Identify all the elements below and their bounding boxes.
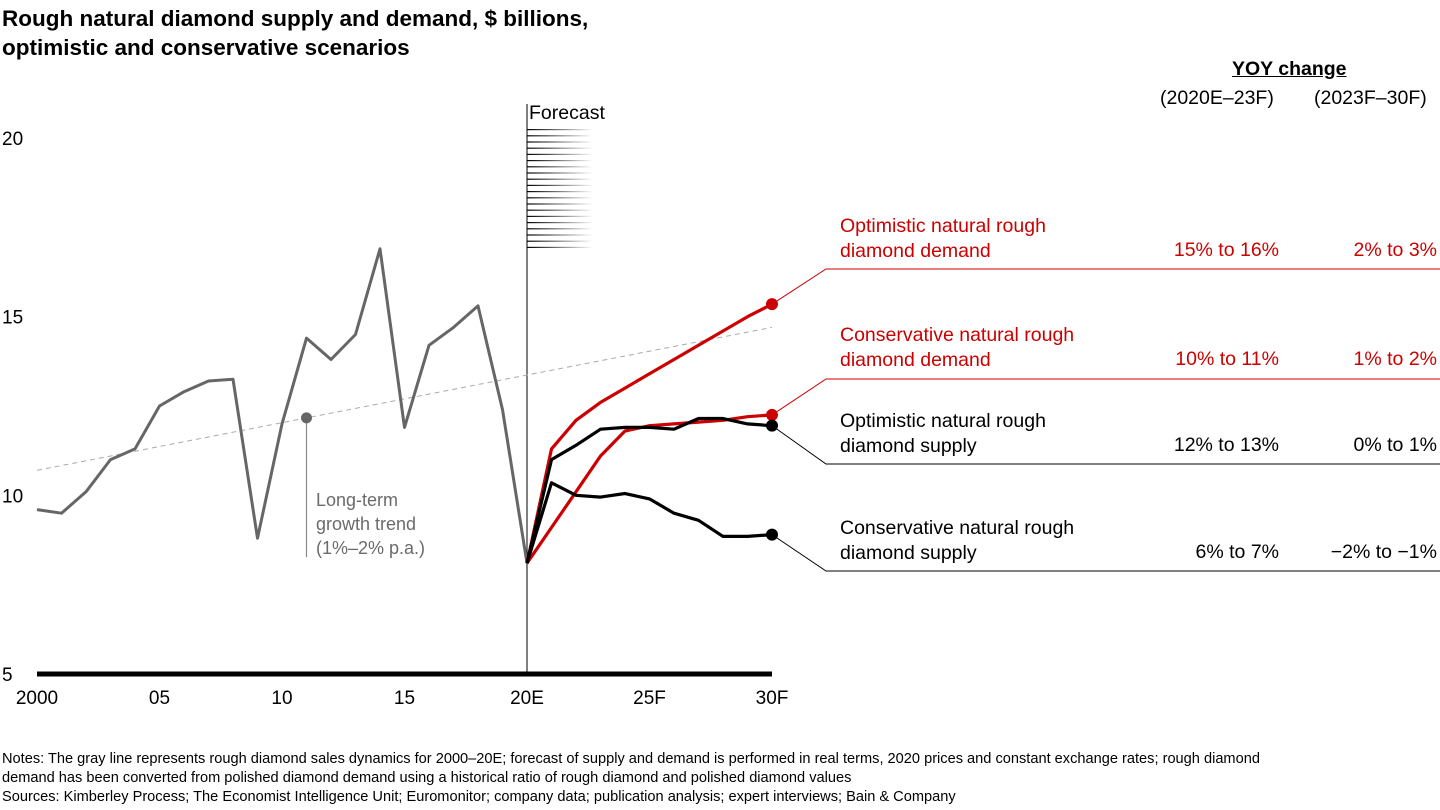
x-tick-label: 05 [149,688,170,709]
forecast-hatch-line [527,209,593,211]
y-tick-label: 10 [2,486,23,507]
legend-value-2020-23: 15% to 16% [1173,239,1279,261]
legend-value-2023-30: 0% to 1% [1353,434,1437,456]
notes-line1: Notes: The gray line represents rough di… [2,751,1260,767]
forecast-hatch-line [527,135,593,137]
legend-value-2020-23: 12% to 13% [1173,434,1279,456]
forecast-hatch-line [527,203,593,205]
conservative-supply-connector [771,534,1440,572]
forecast-hatch-line [527,184,593,186]
legend-label-line2: diamond supply [840,435,977,457]
optimistic-supply-connector [771,425,1440,465]
optimistic-supply-line [525,416,773,564]
yoy-col2-header: (2023F–30F) [1314,87,1427,109]
x-tick-label: 15 [394,688,415,709]
forecast-hatch-line [527,234,593,236]
yoy-header: YOY change [1232,58,1347,80]
legend-label: Optimistic natural rough diamond supply [840,409,1046,459]
legend-label-line1: Optimistic natural rough [840,215,1046,237]
forecast-hatch-line [527,172,593,174]
forecast-hatch-line [527,228,593,230]
legend-label: Conservative natural rough diamond suppl… [840,516,1074,566]
legend-value-2023-30: 1% to 2% [1353,348,1437,370]
sources-line: Sources: Kimberley Process; The Economis… [2,789,956,805]
notes: Notes: The gray line represents rough di… [2,750,1438,807]
optimistic-demand-line [525,302,773,564]
x-tick-label: 30F [756,688,789,709]
legend-value-2020-23: 10% to 11% [1175,348,1279,370]
optimistic-demand-connector [771,268,1440,305]
x-tick-label: 20E [510,688,544,709]
legend-connectors [771,268,1440,572]
axes: 5 10 15 20 2000 05 10 15 20E 25F 30F [2,104,788,709]
forecast-hatch-line [527,129,593,131]
x-tick-label: 25F [633,688,666,709]
legend-label-line2: diamond demand [840,349,991,371]
conservative-supply-line [525,481,773,564]
legend-label-line1: Conservative natural rough [840,517,1075,539]
legend-label: Conservative natural rough diamond deman… [840,323,1074,373]
trend-marker [301,412,312,424]
legend-label-line1: Conservative natural rough [840,324,1075,346]
yoy-col1-header: (2020E–23F) [1160,87,1274,109]
forecast-hatch [527,129,593,248]
y-tick-label: 5 [2,665,13,686]
forecast-hatch-line [527,153,593,155]
forecast-hatch-line [527,222,593,224]
forecast-hatch-line [527,246,593,248]
x-tick-label: 10 [271,688,292,709]
legend-label-line1: Optimistic natural rough [840,410,1046,432]
chart-title: Rough natural diamond supply and demand,… [2,4,588,62]
chart-title-line2: optimistic and conservative scenarios [2,35,410,60]
legend-label-line2: diamond supply [840,542,977,564]
legend-label: Optimistic natural rough diamond demand [840,214,1046,264]
legend-value-2023-30: 2% to 3% [1353,239,1437,261]
chart-title-line1: Rough natural diamond supply and demand,… [2,6,589,31]
forecast-hatch-line [527,240,593,242]
historical-line [36,247,529,564]
legend-value-2020-23: 6% to 7% [1195,541,1279,563]
series-group [36,247,778,565]
legend-label-line2: diamond demand [840,240,991,262]
legend-value-2023-30: −2% to −1% [1330,541,1437,563]
trendline [36,326,773,471]
forecast-hatch-line [527,191,593,193]
trend-annotation-line1: Long-term [316,490,399,510]
y-tick-label: 20 [2,129,23,150]
trendline-group [36,326,773,557]
trend-annotation-line2: growth trend [316,514,417,534]
trend-annotation-line3: (1%–2% p.a.) [316,538,426,558]
x-tick-label: 2000 [16,688,58,709]
forecast-hatch-line [527,166,593,168]
forecast-hatch-line [527,147,593,149]
forecast-hatch-line [527,178,593,180]
trend-annotation: Long-term growth trend (1%–2% p.a.) [316,488,425,560]
forecast-hatch-line [527,141,593,143]
forecast-label: Forecast [529,102,605,124]
conservative-demand-connector [771,378,1440,416]
forecast-hatch-line [527,197,593,199]
y-tick-label: 15 [2,308,23,329]
forecast-hatch-line [527,215,593,217]
notes-line2: demand has been converted from polished … [2,770,852,786]
forecast-hatch-line [527,160,593,162]
